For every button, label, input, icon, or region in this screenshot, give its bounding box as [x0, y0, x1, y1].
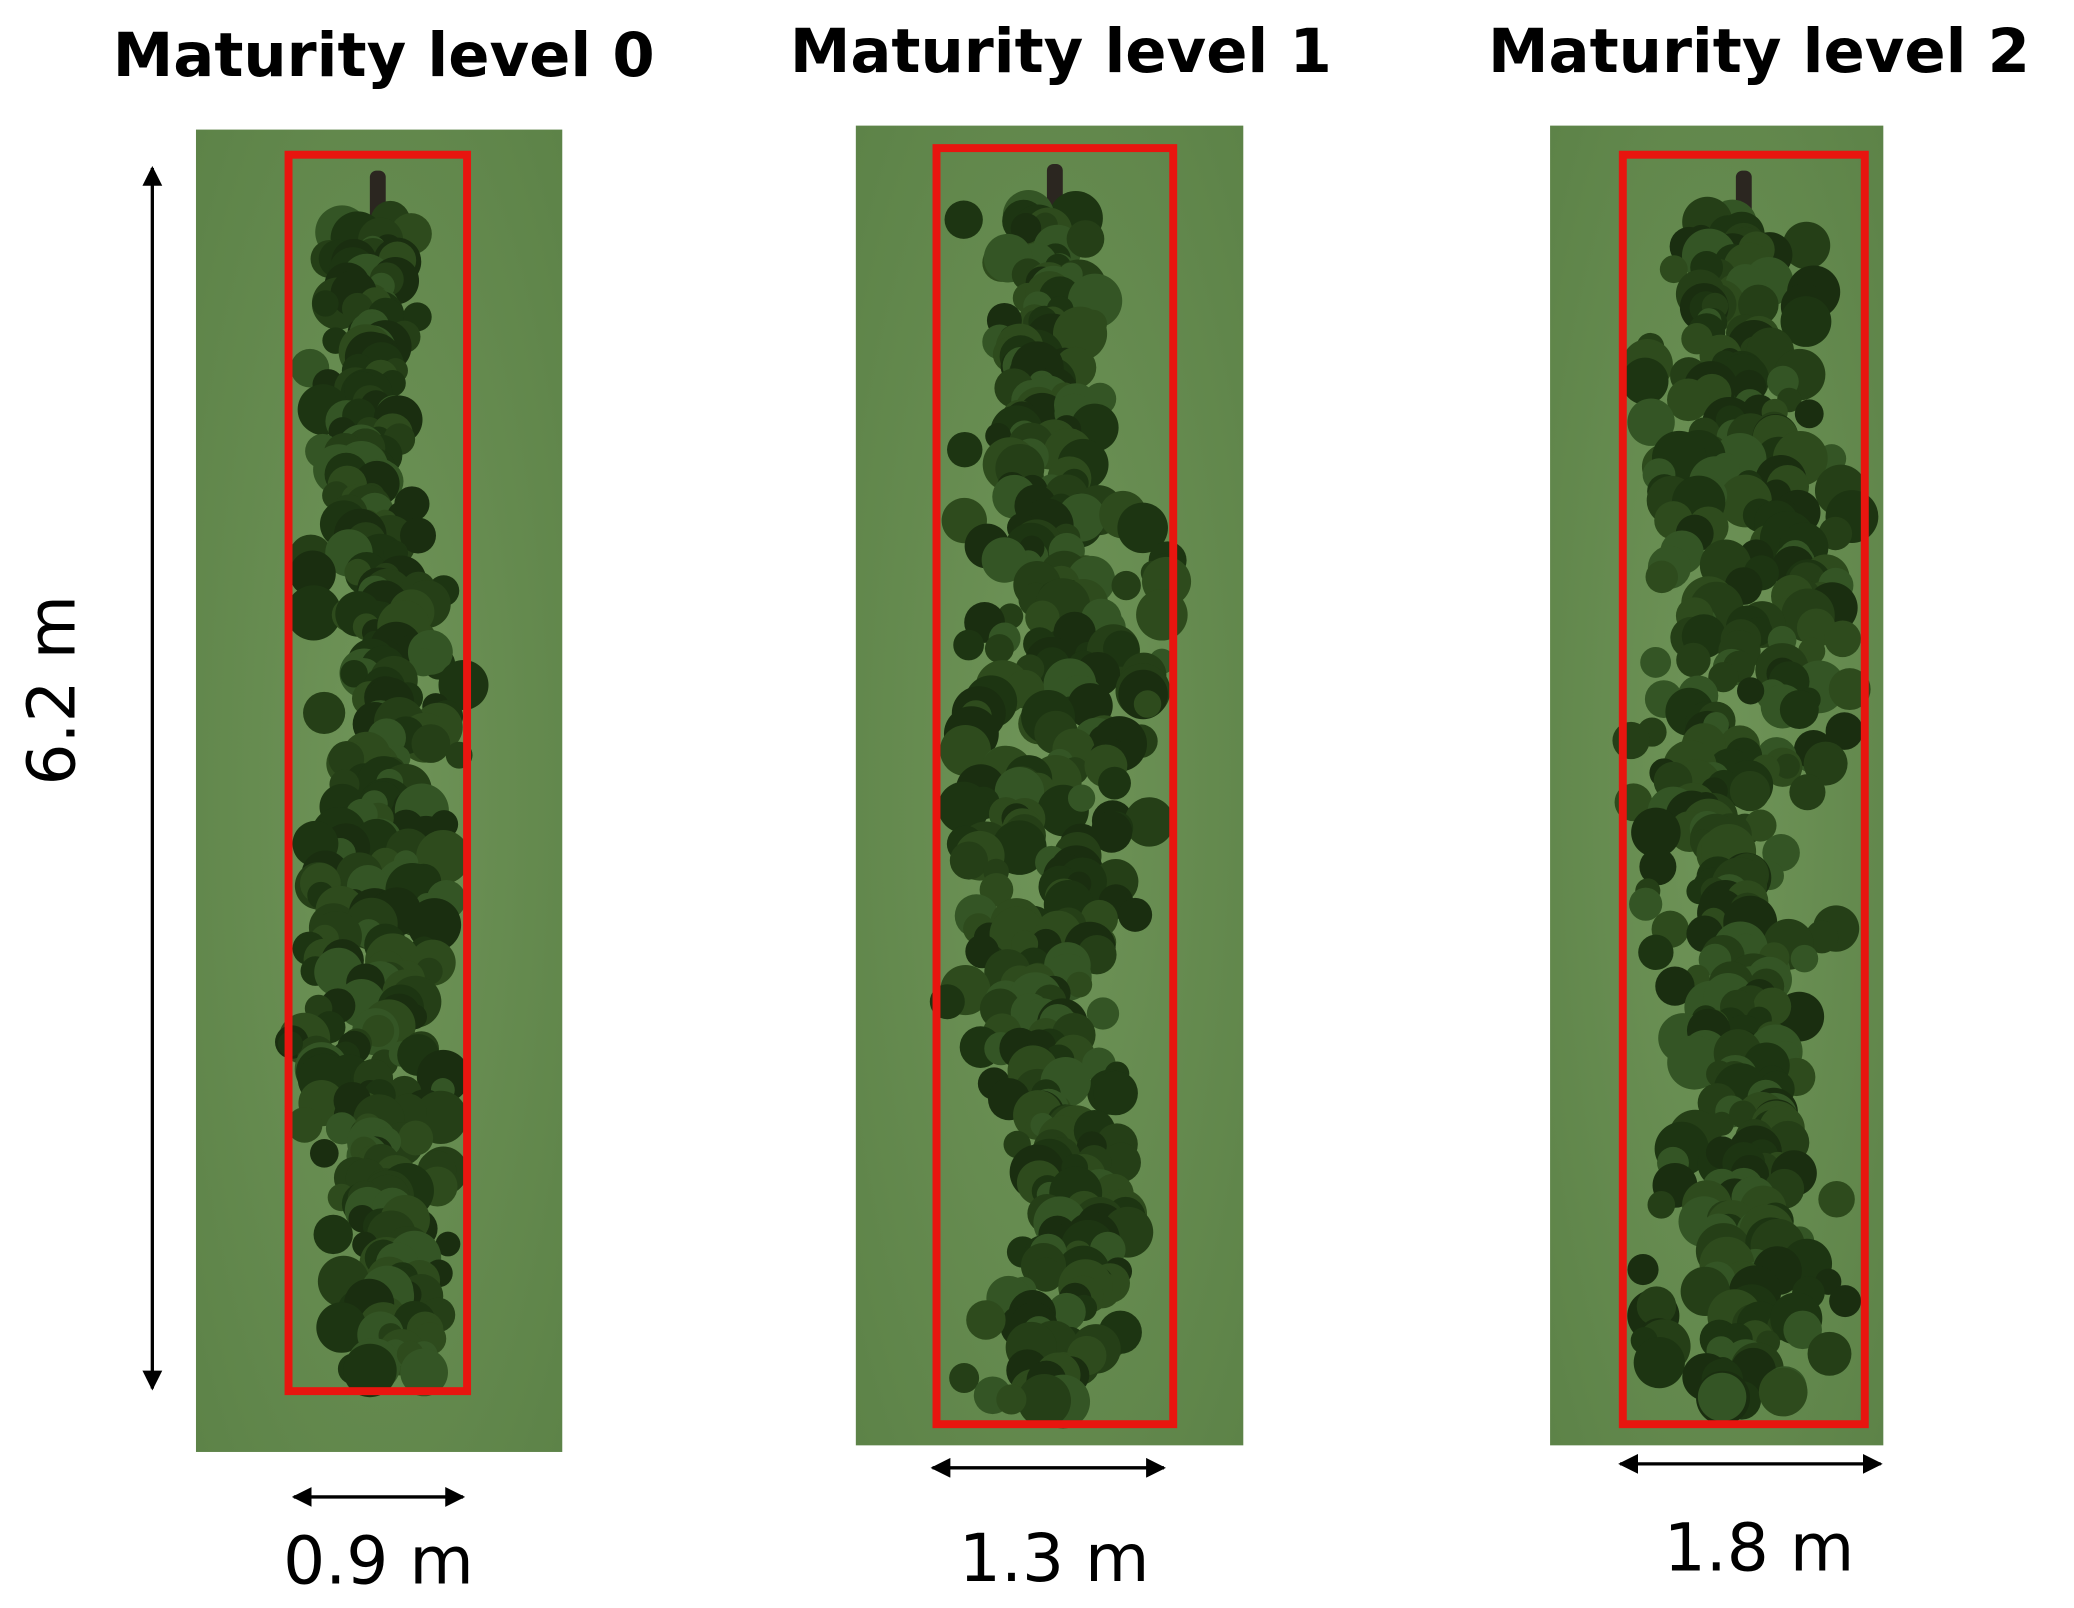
foliage: [1729, 770, 1771, 812]
foliage: [1117, 502, 1168, 554]
foliage: [949, 841, 988, 880]
width-label: 1.8 m: [1664, 1510, 1855, 1587]
foliage: [289, 550, 336, 597]
foliage: [398, 1120, 434, 1156]
foliage: [981, 537, 1028, 583]
foliage: [944, 200, 983, 239]
foliage: [1118, 897, 1153, 932]
foliage: [1052, 306, 1108, 361]
foliage: [340, 659, 368, 688]
foliage: [1794, 399, 1824, 429]
foliage: [1086, 997, 1120, 1030]
foliage: [1633, 1336, 1685, 1389]
foliage: [416, 1049, 470, 1103]
foliage: [1783, 1310, 1822, 1350]
foliage: [1829, 1285, 1862, 1318]
foliage: [1631, 807, 1681, 858]
foliage: [1825, 712, 1864, 750]
foliage: [309, 1138, 339, 1168]
canopy-box: [1618, 150, 1869, 1429]
foliage: [1133, 690, 1162, 718]
panel-title: Maturity level 1: [790, 17, 1332, 87]
foliage: [1774, 753, 1800, 779]
foliage: [996, 1384, 1027, 1415]
foliage: [1667, 378, 1710, 422]
foliage: [1789, 774, 1826, 811]
foliage: [303, 691, 346, 735]
foliage: [343, 1343, 397, 1398]
foliage: [1066, 971, 1093, 998]
foliage: [313, 1214, 353, 1255]
foliage: [1655, 966, 1695, 1006]
foliage: [435, 1231, 461, 1257]
foliage: [286, 1107, 323, 1143]
foliage: [312, 290, 339, 317]
foliage: [1066, 220, 1105, 258]
foliage: [953, 629, 984, 661]
foliage: [286, 585, 342, 641]
foliage: [409, 648, 438, 677]
foliage: [1697, 1372, 1747, 1422]
foliage: [1124, 797, 1175, 847]
foliage: [1111, 570, 1141, 601]
foliage: [1736, 677, 1765, 705]
foliage: [1629, 887, 1663, 921]
foliage: [1676, 642, 1711, 678]
foliage: [1782, 221, 1831, 270]
foliage: [1101, 1142, 1141, 1183]
foliage: [400, 1348, 448, 1397]
foliage: [400, 517, 436, 554]
foliage: [1025, 600, 1060, 635]
foliage: [1647, 1191, 1676, 1219]
foliage: [1803, 741, 1848, 786]
foliage: [1780, 296, 1832, 347]
foliage: [1659, 255, 1688, 284]
foliage: [1828, 668, 1871, 711]
foliage: [1636, 1286, 1677, 1326]
foliage: [1098, 766, 1131, 800]
foliage: [1621, 357, 1669, 405]
foliage: [1136, 588, 1188, 641]
foliage: [1017, 1373, 1071, 1428]
foliage: [966, 1300, 1006, 1340]
width-label: 1.3 m: [959, 1520, 1150, 1597]
height-label: 6.2 m: [13, 595, 90, 786]
foliage: [1818, 1180, 1855, 1218]
foliage: [1758, 1367, 1808, 1417]
foliage: [1627, 1253, 1659, 1286]
foliage: [1744, 809, 1777, 842]
foliage: [316, 1302, 367, 1353]
foliage: [1824, 620, 1861, 658]
foliage: [937, 781, 990, 834]
foliage: [1638, 934, 1674, 970]
foliage: [939, 724, 991, 776]
foliage: [1807, 1331, 1852, 1376]
foliage: [949, 1363, 980, 1393]
width-label: 0.9 m: [283, 1523, 474, 1600]
foliage: [984, 634, 1014, 664]
foliage: [1790, 944, 1819, 973]
foliage: [1639, 848, 1677, 886]
foliage: [1627, 398, 1675, 446]
foliage: [1028, 1257, 1063, 1292]
panel-title: Maturity level 2: [1488, 17, 2030, 87]
foliage: [992, 820, 1047, 875]
foliage: [1645, 560, 1679, 594]
foliage: [947, 431, 983, 468]
foliage: [1067, 784, 1096, 812]
foliage: [1010, 213, 1042, 244]
foliage: [411, 724, 451, 763]
foliage: [1612, 721, 1650, 760]
foliage: [1093, 1070, 1138, 1116]
canopy-box: [932, 144, 1178, 1429]
panel-title: Maturity level 0: [113, 21, 655, 91]
foliage: [1708, 662, 1739, 693]
canopy-box: [284, 150, 472, 1396]
foliage: [1779, 690, 1819, 729]
foliage: [1640, 646, 1672, 678]
